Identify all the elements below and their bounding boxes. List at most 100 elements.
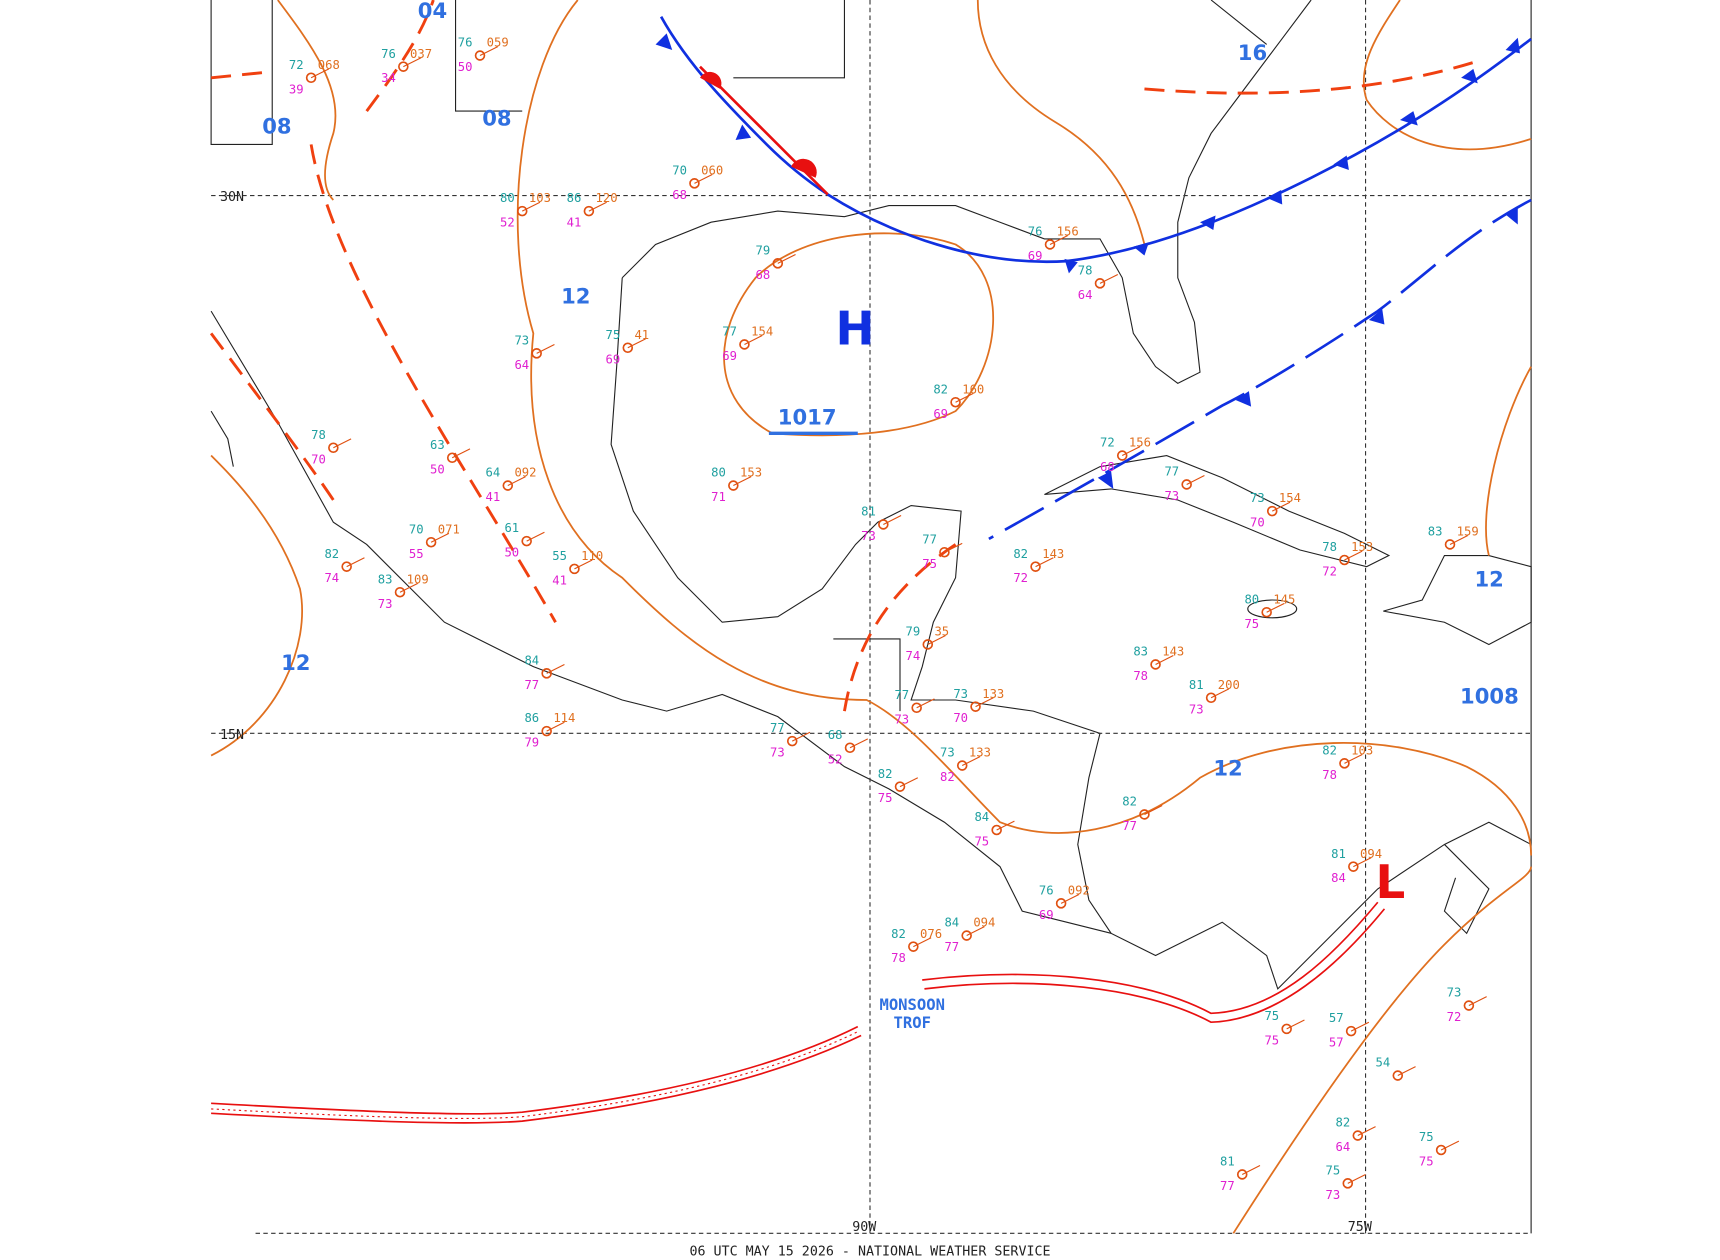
dewpoint: 70 <box>1250 516 1265 530</box>
dewpoint: 75 <box>922 557 937 571</box>
isobar-label: 12 <box>281 650 310 675</box>
station <box>1030 561 1041 572</box>
temperature: 54 <box>1376 1056 1391 1070</box>
station <box>1094 278 1106 289</box>
dewpoint: 78 <box>891 951 906 965</box>
dewpoint: 71 <box>711 490 726 504</box>
dewpoint: 70 <box>953 711 968 725</box>
pressure: 120 <box>596 191 618 205</box>
pressure: 143 <box>1162 645 1184 659</box>
dewpoint: 50 <box>504 546 519 560</box>
dewpoint: 78 <box>1322 768 1337 782</box>
pressure: 060 <box>701 163 723 177</box>
pressure: 35 <box>934 625 949 639</box>
temperature: 75 <box>1419 1130 1434 1144</box>
dewpoint: 73 <box>1189 702 1204 716</box>
pressure: 133 <box>982 687 1004 701</box>
dewpoint: 75 <box>974 835 989 849</box>
station <box>1139 809 1150 820</box>
temperature: 84 <box>974 810 989 824</box>
wind-barb <box>1186 475 1205 485</box>
dewpoint: 77 <box>524 678 539 692</box>
dewpoint: 69 <box>1039 908 1054 922</box>
temperature: 80 <box>500 191 515 205</box>
station <box>425 536 437 548</box>
wind-barb <box>526 531 545 542</box>
station <box>728 480 739 491</box>
temperature: 83 <box>1133 645 1148 659</box>
isobar-label: 16 <box>1238 40 1267 65</box>
wind-barb <box>996 820 1015 831</box>
wind-barb <box>1468 996 1487 1007</box>
temperature: 83 <box>378 572 393 586</box>
station <box>398 61 409 72</box>
wind-barb <box>1353 857 1372 868</box>
lat-label: 30N <box>220 190 244 205</box>
dewpoint: 75 <box>1244 617 1259 631</box>
station <box>569 563 580 575</box>
temperature: 79 <box>756 243 771 257</box>
dewpoint: 64 <box>1078 288 1093 302</box>
wind-barb <box>1035 557 1054 568</box>
dewpoint: 73 <box>861 529 876 543</box>
temperature: 82 <box>1013 547 1028 561</box>
temperature: 76 <box>381 47 396 61</box>
station <box>521 535 532 547</box>
pressure: 092 <box>1068 883 1090 897</box>
dewpoint: 75 <box>878 791 893 805</box>
grid <box>211 0 1532 1234</box>
dewpoint: 69 <box>933 407 948 421</box>
station <box>1348 861 1359 872</box>
dewpoint: 34 <box>381 71 396 85</box>
temperature: 76 <box>1028 225 1043 239</box>
temperature: 76 <box>458 36 473 50</box>
dewpoint: 69 <box>606 352 621 366</box>
wind-barb <box>1344 753 1363 764</box>
pressure: 103 <box>529 191 551 205</box>
dewpoint: 57 <box>1329 1036 1344 1050</box>
dewpoint: 73 <box>1326 1188 1341 1202</box>
wind-barb <box>913 937 932 948</box>
station <box>1392 1070 1404 1081</box>
isobar-label: 12 <box>1213 756 1242 781</box>
wind-barb <box>1099 273 1119 284</box>
dewpoint: 79 <box>524 736 539 750</box>
station <box>911 702 922 714</box>
dewpoint: 39 <box>289 82 304 96</box>
temperature: 81 <box>1189 678 1204 692</box>
temperature: 64 <box>486 466 501 480</box>
station <box>739 339 750 350</box>
station <box>394 586 406 598</box>
station <box>1116 450 1128 461</box>
isobar-label: 08 <box>482 106 511 131</box>
pressure: 092 <box>514 466 536 480</box>
temperature: 79 <box>906 625 921 639</box>
temperature: 78 <box>1078 263 1093 277</box>
wind-barb <box>899 777 919 788</box>
dewpoint: 52 <box>500 216 515 230</box>
temperature: 73 <box>953 687 968 701</box>
wind-barb <box>1049 235 1069 245</box>
station <box>950 396 961 408</box>
station <box>961 930 972 941</box>
wind-barb <box>507 476 526 487</box>
wind-barb <box>1144 805 1163 815</box>
wind-barb <box>744 335 763 345</box>
temperature: 77 <box>770 721 785 735</box>
dewpoint: 69 <box>722 349 737 363</box>
wind-barb <box>430 532 450 543</box>
wind-barb <box>975 697 994 708</box>
pressure: 145 <box>1273 592 1295 606</box>
temperature: 81 <box>1331 847 1346 861</box>
dewpoint: 82 <box>940 770 955 784</box>
station <box>1339 554 1350 566</box>
pressure: 114 <box>553 711 575 725</box>
temperature: 84 <box>944 916 959 930</box>
temperature: 73 <box>1250 491 1265 505</box>
wind-barb <box>927 635 946 645</box>
temperature: 82 <box>1336 1116 1351 1130</box>
wind-barb <box>1060 893 1080 904</box>
station <box>939 546 950 558</box>
station <box>1205 692 1217 704</box>
temperature: 82 <box>891 927 906 941</box>
